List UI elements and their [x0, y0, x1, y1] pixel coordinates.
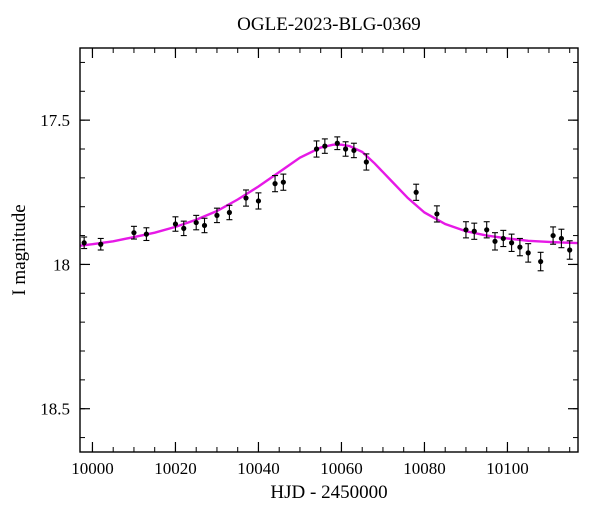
- x-tick-label: 10000: [71, 459, 114, 478]
- x-tick-label: 10020: [154, 459, 197, 478]
- x-tick-label: 10080: [403, 459, 446, 478]
- y-tick-label: 18.5: [40, 400, 70, 419]
- chart-svg: OGLE-2023-BLG-0369 10000 10020 10040 10060 10…: [0, 0, 600, 512]
- chart-title: OGLE-2023-BLG-0369: [237, 14, 421, 35]
- x-axis-label: HJD - 2450000: [270, 482, 387, 503]
- x-tick-label: 10100: [486, 459, 529, 478]
- y-tick-label: 18: [53, 255, 70, 274]
- x-tick-label: 10040: [237, 459, 280, 478]
- x-tick-label: 10060: [320, 459, 363, 478]
- light-curve-chart: OGLE-2023-BLG-0369 10000 10020 10040 10060 10…: [0, 0, 600, 512]
- y-axis-label: I magnitude: [9, 204, 30, 295]
- y-tick-label: 17.5: [40, 111, 70, 130]
